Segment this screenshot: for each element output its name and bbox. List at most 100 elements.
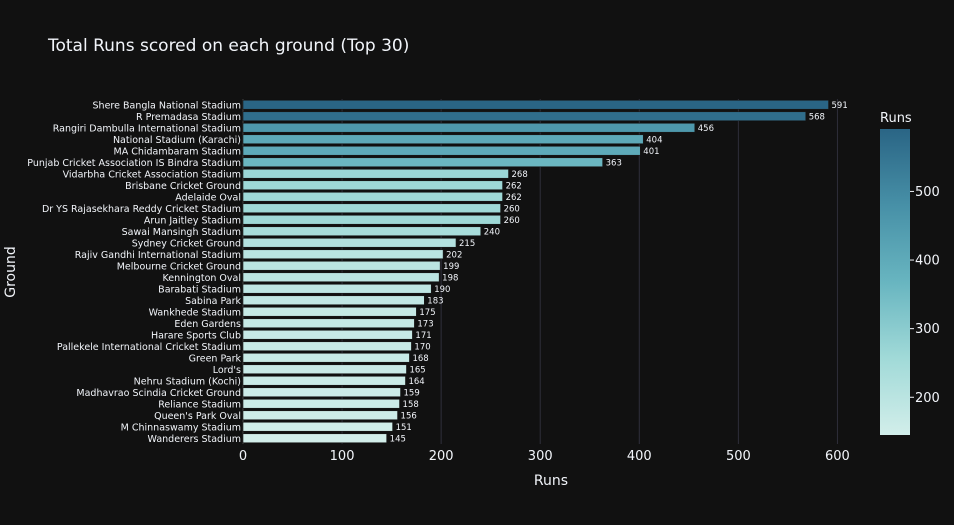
data-label: 159 bbox=[404, 388, 420, 398]
bar bbox=[242, 237, 457, 248]
data-label: 401 bbox=[643, 147, 659, 157]
x-axis-title: Runs bbox=[534, 473, 568, 489]
bar bbox=[242, 295, 425, 306]
bar bbox=[242, 180, 503, 191]
data-label: 173 bbox=[417, 319, 433, 329]
y-tick-label: National Stadium (Karachi) bbox=[113, 135, 241, 146]
y-tick-label: Brisbane Cricket Ground bbox=[125, 181, 241, 192]
x-tick-label: 0 bbox=[239, 449, 247, 464]
data-label: 168 bbox=[412, 354, 428, 364]
bar bbox=[242, 111, 807, 122]
y-tick-label: Nehru Stadium (Kochi) bbox=[134, 376, 241, 387]
bar bbox=[242, 260, 441, 271]
bar bbox=[242, 318, 415, 329]
y-tick-label: Sabina Park bbox=[185, 296, 241, 307]
y-tick-label: Pallekele International Cricket Stadium bbox=[57, 342, 241, 353]
bar bbox=[242, 421, 393, 432]
colorbar-title: Runs bbox=[880, 111, 912, 126]
y-tick-label: Wankhede Stadium bbox=[149, 307, 241, 318]
y-tick-label: Eden Gardens bbox=[174, 319, 241, 330]
bar bbox=[242, 249, 444, 260]
data-label: 183 bbox=[427, 296, 443, 306]
y-tick-label: Reliance Stadium bbox=[158, 399, 241, 410]
data-label: 215 bbox=[459, 239, 475, 249]
bar bbox=[242, 157, 603, 168]
data-label: 260 bbox=[504, 216, 520, 226]
x-tick-labels: 0 100 200 300 400 500 600 bbox=[239, 449, 850, 464]
y-tick-label: Madhavrao Scindia Cricket Ground bbox=[76, 388, 241, 399]
data-label: 240 bbox=[484, 227, 500, 237]
bar bbox=[242, 272, 440, 283]
colorbar-tick-label: 300 bbox=[915, 322, 940, 337]
y-tick-label: Wanderers Stadium bbox=[148, 434, 241, 445]
y-tick-label: Shere Bangla National Stadium bbox=[93, 100, 241, 111]
chart-title: Total Runs scored on each ground (Top 30… bbox=[47, 36, 409, 56]
data-label: 175 bbox=[419, 308, 435, 318]
bar bbox=[242, 283, 432, 294]
bar bbox=[242, 145, 641, 156]
bar bbox=[242, 191, 503, 202]
x-tick-label: 100 bbox=[330, 449, 355, 464]
data-label: 363 bbox=[606, 158, 622, 168]
y-tick-label: M Chinnaswamy Stadium bbox=[121, 422, 241, 433]
bar bbox=[242, 387, 401, 398]
bar bbox=[242, 134, 644, 145]
y-tick-label: Green Park bbox=[189, 353, 242, 364]
data-label: 198 bbox=[442, 273, 458, 283]
data-label: 262 bbox=[506, 193, 522, 203]
data-label: 156 bbox=[401, 411, 417, 421]
y-tick-label: MA Chidambaram Stadium bbox=[114, 146, 242, 157]
y-tick-label: Melbourne Cricket Ground bbox=[117, 261, 241, 272]
bar bbox=[242, 433, 387, 444]
y-tick-label: Lord's bbox=[213, 365, 241, 376]
data-label: 170 bbox=[414, 342, 430, 352]
bar bbox=[242, 99, 829, 110]
colorbar-tick-label: 400 bbox=[915, 254, 940, 269]
grid bbox=[242, 99, 838, 444]
bar bbox=[242, 214, 501, 225]
data-label: 199 bbox=[443, 262, 459, 272]
bar bbox=[242, 226, 482, 237]
y-tick-label: Harare Sports Club bbox=[151, 330, 241, 341]
y-tick-label: Punjab Cricket Association IS Bindra Sta… bbox=[27, 158, 241, 169]
y-tick-label: Vidarbha Cricket Association Stadium bbox=[63, 169, 241, 180]
colorbar-tick-label: 200 bbox=[915, 391, 940, 406]
y-tick-label: Kennington Oval bbox=[163, 273, 241, 284]
y-tick-label: Arun Jaitley Stadium bbox=[144, 215, 241, 226]
x-tick-label: 600 bbox=[825, 449, 850, 464]
data-label: 151 bbox=[396, 423, 412, 433]
data-label: 164 bbox=[408, 377, 424, 387]
colorbar-gradient bbox=[880, 129, 910, 435]
bar bbox=[242, 122, 696, 133]
bar bbox=[242, 168, 509, 179]
colorbar-ticks: 200 300 400 500 bbox=[910, 185, 940, 406]
bar bbox=[242, 352, 410, 363]
x-tick-label: 200 bbox=[429, 449, 454, 464]
x-tick-label: 500 bbox=[726, 449, 751, 464]
colorbar: Runs 200 300 400 500 bbox=[880, 111, 940, 435]
data-label: 158 bbox=[403, 400, 419, 410]
data-label: 262 bbox=[506, 181, 522, 191]
colorbar-tick-label: 500 bbox=[915, 185, 940, 200]
y-axis-title: Ground bbox=[3, 246, 19, 298]
data-label: 268 bbox=[512, 170, 528, 180]
data-labels: 5915684564044013632682622622602602402152… bbox=[390, 101, 848, 445]
y-tick-label: Rangiri Dambulla International Stadium bbox=[53, 123, 241, 134]
data-label: 591 bbox=[832, 101, 848, 111]
bar bbox=[242, 306, 417, 317]
y-tick-label: Barabati Stadium bbox=[158, 284, 241, 295]
data-label: 165 bbox=[409, 365, 425, 375]
bar bbox=[242, 203, 501, 214]
data-label: 568 bbox=[809, 112, 825, 122]
y-tick-label: Sydney Cricket Ground bbox=[132, 238, 241, 249]
data-label: 171 bbox=[415, 331, 431, 341]
y-tick-label: Dr YS Rajasekhara Reddy Cricket Stadium bbox=[42, 204, 241, 215]
data-label: 260 bbox=[504, 204, 520, 214]
bars bbox=[242, 99, 829, 444]
bar bbox=[242, 375, 406, 386]
bar bbox=[242, 398, 400, 409]
y-tick-label: Rajiv Gandhi International Stadium bbox=[75, 250, 241, 261]
